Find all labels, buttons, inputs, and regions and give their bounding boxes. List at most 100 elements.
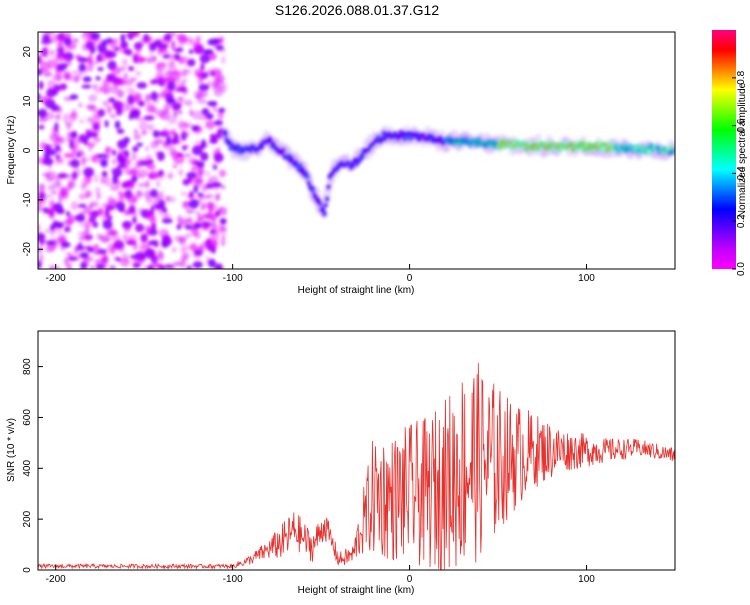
noise-blob: [82, 76, 92, 83]
noise-blob: [64, 256, 69, 266]
noise-blob: [201, 108, 210, 116]
ridge-core: [294, 161, 298, 164]
noise-blob: [99, 179, 108, 185]
noise-blob: [163, 103, 171, 114]
noise-blob: [78, 119, 85, 124]
noise-blob: [199, 70, 205, 80]
noise-blob: [70, 159, 80, 168]
spectrogram-x-tick-label: 100: [578, 273, 595, 284]
ridge-core: [298, 164, 302, 168]
noise-blob: [88, 142, 93, 152]
noise-blob: [198, 178, 205, 186]
noise-blob: [67, 256, 78, 262]
noise-blob: [177, 56, 185, 65]
noise-blob: [56, 48, 65, 53]
noise-blob: [127, 170, 137, 176]
noise-blob: [153, 138, 164, 145]
ridge-core: [615, 145, 619, 148]
noise-blob: [148, 240, 157, 246]
noise-blob: [150, 91, 158, 101]
noise-blob: [120, 33, 126, 44]
noise-blob: [169, 55, 175, 64]
noise-blob: [39, 64, 46, 74]
noise-blob: [45, 175, 54, 183]
ridge-core: [672, 149, 675, 152]
noise-blob: [107, 200, 118, 208]
spectrogram-y-ticks: -20 -10 0 10 20: [22, 46, 43, 256]
noise-blob: [158, 199, 166, 210]
noise-blob: [220, 83, 227, 93]
noise-blob: [102, 100, 110, 107]
noise-blob: [128, 66, 135, 72]
ridge-core: [367, 146, 372, 150]
noise-blob: [193, 47, 203, 54]
ridge-core: [324, 203, 328, 207]
noise-blob: [161, 127, 170, 137]
noise-blob: [55, 154, 60, 160]
noise-blob: [90, 154, 97, 163]
noise-blob: [82, 43, 90, 51]
noise-blob: [53, 141, 58, 146]
noise-blob: [148, 228, 158, 236]
noise-blob: [187, 58, 196, 67]
ridge-core: [383, 137, 387, 140]
noise-blob: [88, 203, 94, 210]
ridge-core: [232, 145, 236, 148]
noise-blob: [111, 67, 121, 76]
noise-blob: [144, 180, 150, 189]
noise-blob: [205, 69, 216, 77]
ridge-core: [581, 142, 585, 146]
noise-blob: [52, 128, 60, 137]
noise-blob: [38, 183, 46, 192]
noise-blob: [79, 151, 86, 157]
noise-blob: [188, 199, 199, 209]
noise-blob: [61, 241, 71, 248]
noise-blob: [157, 248, 163, 259]
noise-blob: [47, 58, 53, 69]
noise-blob: [133, 133, 142, 141]
noise-blob: [80, 261, 88, 269]
noise-blob: [56, 209, 65, 215]
noise-blob: [93, 173, 99, 184]
ridge-core: [602, 143, 607, 146]
noise-blob: [71, 171, 78, 180]
noise-blob: [56, 51, 68, 62]
noise-blob: [76, 254, 81, 262]
noise-blob: [52, 220, 59, 227]
noise-blob: [167, 172, 174, 180]
noise-blob: [158, 228, 170, 238]
noise-blob: [66, 252, 73, 257]
noise-blob: [38, 223, 41, 234]
noise-blob: [147, 57, 152, 64]
noise-blob: [124, 152, 130, 158]
signal-ridge: [219, 124, 675, 219]
noise-blob: [157, 190, 165, 196]
noise-blob: [65, 137, 72, 142]
noise-blob: [56, 41, 63, 50]
ridge-core: [622, 144, 626, 148]
noise-blob: [155, 109, 166, 118]
noise-blob: [143, 115, 155, 121]
noise-blob: [85, 104, 95, 110]
noise-blob: [178, 240, 187, 246]
noise-blob: [209, 52, 217, 60]
noise-blob: [221, 233, 226, 240]
noise-blob: [77, 102, 83, 108]
noise-blob: [70, 130, 78, 139]
noise-blob: [72, 37, 79, 44]
noise-blob: [169, 147, 178, 157]
noise-blob: [49, 264, 56, 269]
noise-blob: [43, 48, 50, 59]
noise-blob: [206, 80, 212, 87]
noise-blob: [145, 163, 156, 170]
noise-blob: [145, 197, 154, 204]
colorbar-tick-label: 0.6: [736, 118, 747, 132]
snr-series-line: [38, 362, 675, 570]
ridge-core: [611, 148, 615, 151]
noise-blob: [42, 71, 53, 78]
noise-blob: [199, 115, 207, 122]
noise-blob: [184, 131, 190, 137]
noise-blob: [111, 38, 119, 43]
